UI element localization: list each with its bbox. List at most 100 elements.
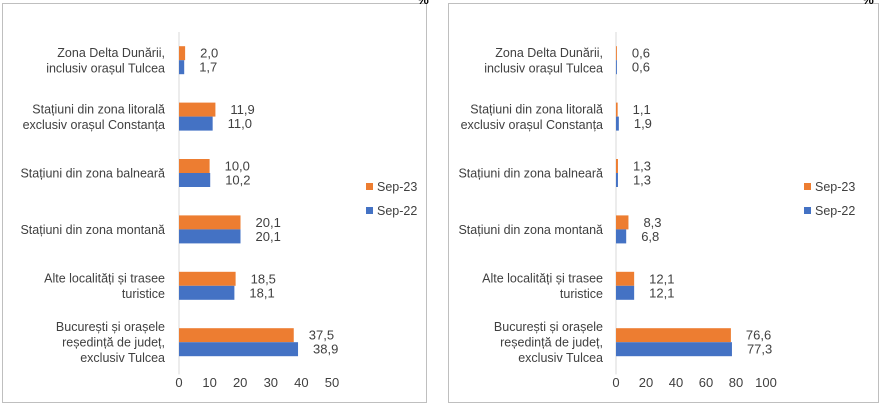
category-label-line: turistice [560, 287, 603, 301]
category-label-line: Alte localități și trasee [482, 272, 603, 286]
category-label: Stațiuni din zona balneară [20, 167, 165, 181]
category-label-line: București și orașele [494, 320, 603, 334]
chart-panel-2: Zona Delta Dunării, inclusiv orașul Tulce… [458, 32, 855, 390]
category-label-line: exclusiv orașul Constanța [461, 118, 603, 132]
data-label: 11,9 [230, 102, 254, 117]
bar-sep-23 [179, 46, 186, 61]
x-tick-label: 60 [699, 375, 713, 390]
bar-sep-23 [616, 46, 617, 61]
data-label: 0,6 [632, 46, 650, 61]
bar-sep-23 [179, 102, 216, 117]
data-label: 2,0 [200, 46, 218, 61]
category-label: Stațiuni din zona montană [20, 223, 165, 237]
bar-sep-22 [179, 285, 235, 300]
data-label: 1,3 [633, 159, 651, 174]
x-tick-label: 0 [612, 375, 619, 390]
data-label: 76,6 [746, 328, 771, 343]
category-label: București și orașele reședință de județ, e… [494, 320, 603, 365]
category-label-line: inclusiv orașul Tulcea [484, 61, 603, 75]
category-label-line: Stațiuni din zona montană [458, 223, 603, 237]
legend-swatch-sep-23 [804, 183, 811, 190]
x-tick-label: 20 [233, 375, 247, 390]
data-label: 6,8 [641, 229, 659, 244]
x-tick-label: 50 [325, 375, 339, 390]
category-label: Stațiuni din zona montană [458, 223, 603, 237]
bar-sep-23 [179, 215, 241, 230]
data-label: 20,1 [256, 229, 281, 244]
category-label-line: Stațiuni din zona balneară [458, 167, 603, 181]
bar-sep-22 [616, 285, 635, 300]
category-label-line: Stațiuni din zona litorală [470, 102, 603, 116]
category-label: Alte localități și trasee turistice [44, 272, 165, 302]
bar-sep-23 [616, 215, 629, 230]
unit-label-1: % [417, 0, 429, 7]
data-label: 12,1 [649, 285, 674, 300]
category-label: Stațiuni din zona litorală exclusiv orașu… [461, 102, 603, 132]
category-label-line: Zona Delta Dunării, [495, 46, 603, 60]
category-label-line: exclusiv orașul Constanța [23, 118, 165, 132]
data-label: 18,5 [251, 271, 276, 286]
data-label: 1,7 [199, 60, 217, 75]
category-label: Alte localități și trasee turistice [482, 272, 603, 302]
bar-sep-22 [616, 342, 732, 357]
data-label: 1,9 [634, 116, 652, 131]
x-tick-label: 0 [175, 375, 182, 390]
data-label: 10,0 [225, 159, 250, 174]
x-tick-label: 30 [264, 375, 278, 390]
data-label: 77,3 [747, 342, 772, 357]
x-tick-label: 10 [202, 375, 216, 390]
data-label: 0,6 [632, 60, 650, 75]
category-label-line: reședință de județ, [500, 336, 603, 350]
category-label-line: Alte localități și trasee [44, 272, 165, 286]
category-label: București și orașele reședință de județ, e… [56, 320, 165, 365]
data-label: 11,0 [228, 116, 252, 131]
legend-swatch-sep-23 [366, 183, 373, 190]
unit-label-2: % [862, 0, 874, 7]
bar-sep-22 [179, 342, 299, 357]
chart-panel-1: Zona Delta Dunării, inclusiv orașul Tulce… [20, 32, 417, 390]
data-label: 18,1 [249, 285, 274, 300]
category-label-line: Zona Delta Dunării, [57, 46, 165, 60]
legend-label-sep-23: Sep-23 [815, 180, 855, 194]
x-tick-label: 40 [669, 375, 683, 390]
bar-sep-22 [616, 116, 619, 131]
bar-sep-23 [616, 159, 618, 173]
category-label-line: Stațiuni din zona balneară [20, 167, 165, 181]
category-label-line: Stațiuni din zona montană [20, 223, 165, 237]
x-tick-label: 40 [294, 375, 308, 390]
data-label: 12,1 [649, 271, 674, 286]
category-label-line: Stațiuni din zona litorală [32, 102, 165, 116]
legend-label-sep-23: Sep-23 [377, 180, 417, 194]
x-tick-label: 20 [639, 375, 653, 390]
bar-sep-23 [179, 328, 294, 343]
legend-swatch-sep-22 [366, 207, 373, 214]
bar-sep-22 [616, 173, 618, 187]
category-label: Stațiuni din zona balneară [458, 167, 603, 181]
bar-sep-22 [179, 60, 185, 75]
category-label-line: București și orașele [56, 320, 165, 334]
data-label: 20,1 [256, 215, 281, 230]
category-label-line: reședință de județ, [62, 336, 165, 350]
category-label-line: exclusiv Tulcea [518, 351, 603, 365]
category-label: Zona Delta Dunării, inclusiv orașul Tulce… [46, 46, 165, 75]
bar-sep-22 [179, 173, 211, 187]
data-label: 38,9 [313, 342, 338, 357]
category-label-line: exclusiv Tulcea [80, 351, 165, 365]
x-tick-label: 80 [729, 375, 743, 390]
bar-sep-23 [616, 102, 618, 117]
bar-sep-22 [616, 60, 617, 75]
bar-sep-22 [179, 229, 241, 244]
data-label: 1,1 [633, 102, 651, 117]
data-label: 37,5 [309, 328, 334, 343]
data-label: 1,3 [633, 173, 651, 188]
bar-sep-23 [179, 271, 236, 286]
data-label: 10,2 [225, 173, 250, 188]
category-label: Stațiuni din zona litorală exclusiv orașu… [23, 102, 165, 132]
legend-label-sep-22: Sep-22 [815, 204, 855, 218]
category-label: Zona Delta Dunării, inclusiv orașul Tulce… [484, 46, 603, 75]
bar-sep-23 [616, 271, 635, 286]
bar-sep-23 [179, 159, 210, 173]
data-label: 8,3 [643, 215, 661, 230]
category-label-line: turistice [122, 287, 165, 301]
